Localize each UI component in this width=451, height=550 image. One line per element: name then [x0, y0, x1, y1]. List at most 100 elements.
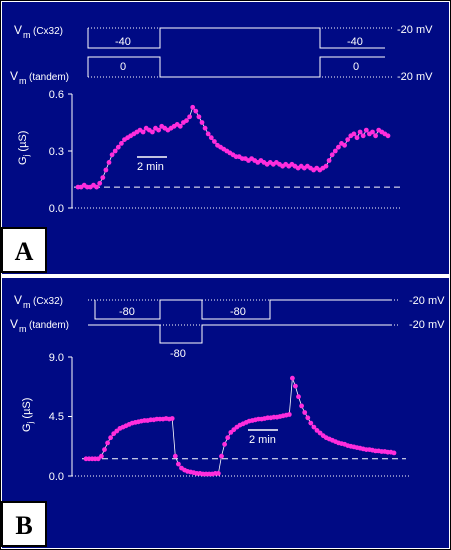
panel-a-label: A: [15, 237, 34, 266]
panel-a-tandem-step1-label: 0: [120, 61, 126, 73]
panel-b-cx32-hold-label: -20 mV: [409, 295, 445, 307]
panel-a-axes: [68, 93, 400, 209]
panel-a-ylabel-sub: j: [22, 154, 31, 157]
panel-a-data-point: [323, 163, 329, 169]
panel-b-data-point: [108, 435, 113, 441]
panel-b-ylabel-unit: (µS): [21, 398, 33, 422]
panel-a-ytick-label-0: 0.0: [49, 203, 64, 215]
panel-b-ytick-label-2: 9.0: [49, 352, 64, 364]
panel-a-data-point: [150, 129, 155, 135]
panel-b-data-point: [172, 453, 178, 459]
panel-b-data-point: [302, 410, 308, 415]
panel-a-data-point: [354, 135, 360, 141]
panel-b-protocol-tandem: [88, 324, 400, 344]
panel-b-background: [2, 278, 449, 548]
panel-a-cx32-hold-label: -20 mV: [397, 24, 433, 36]
panel-b-data-point: [111, 431, 117, 437]
panel-b-cx32-label-main: V: [14, 293, 22, 307]
panel-a-data-point: [212, 139, 217, 144]
panel-a-data-point: [345, 137, 351, 143]
panel-b-cx32-step1-label: -80: [119, 306, 135, 318]
panel-b-protocol-cx32: [88, 299, 400, 320]
panel-a-tandem-label-paren: (tandem): [29, 72, 69, 83]
panel-a-cx32-label-sub: m: [23, 30, 31, 40]
panel-a-data-point: [156, 127, 162, 133]
panel-a-ylabel-unit: (µS): [17, 131, 29, 155]
panel-b-tandem-hold-label: -20 mV: [409, 319, 445, 331]
panel-b-data-point: [293, 383, 298, 389]
panel-a-ylabel-main: G: [17, 156, 29, 165]
panel-a-data-point: [332, 148, 338, 154]
panel-a-data-point: [363, 127, 369, 133]
panel-a: V m (Cx32) -20 mV -40 -40 V m (tandem) -…: [2, 2, 449, 274]
panel-a-scalebar-label: 2 min: [137, 161, 164, 173]
panel-b-cx32-step2-label: -80: [230, 306, 246, 318]
panel-a-data-point: [140, 129, 146, 135]
panel-b-data-point: [286, 412, 292, 417]
panel-a-cx32-label-paren: (Cx32): [33, 26, 63, 37]
panel-a-data-point: [112, 148, 118, 154]
panel-a-data-point: [357, 129, 363, 135]
panel-b-data-point: [216, 471, 221, 476]
panel-b-data-point: [296, 394, 301, 400]
panel-b-label-box: [1, 501, 47, 547]
panel-a-data-point: [205, 131, 211, 137]
panel-b-data-point: [105, 440, 110, 446]
panel-a-data-point: [109, 152, 115, 158]
panel-b-data-point: [225, 435, 231, 441]
panel-a-ytick-label-1: 0.3: [49, 146, 64, 158]
panel-a-data-point: [100, 175, 106, 181]
panel-a-data-point: [208, 135, 214, 141]
panel-b-tandem-step1-label: -80: [170, 348, 186, 360]
panel-b-data-point: [219, 453, 224, 459]
panel-a-data-point: [351, 131, 357, 137]
panel-a-data-point: [184, 118, 189, 123]
panel-b-data-point: [299, 403, 304, 409]
panel-b-data-point: [169, 416, 175, 421]
panel-a-data-point: [97, 180, 103, 186]
panel-a-data-point: [326, 158, 332, 163]
panel-a-data-point: [202, 125, 208, 131]
panel-a-tandem-label-sub: m: [19, 76, 27, 86]
panel-a-data-point: [360, 133, 366, 139]
panel-b-ylabel-sub: j: [26, 421, 35, 424]
panel-b-ylabel-main: G: [21, 423, 33, 432]
panel-b-label: B: [15, 511, 32, 540]
panel-a-protocol-tandem: [87, 56, 392, 78]
panel-a-cx32-step2-label: -40: [347, 36, 363, 48]
panel-b-data-point: [308, 420, 314, 426]
panel-a-data-point: [329, 152, 335, 158]
panel-a-data-point: [177, 123, 183, 129]
panel-a-background: [2, 2, 449, 274]
panel-b-axes: [68, 356, 410, 477]
panel-a-data-point: [342, 142, 347, 148]
panel-b-data-point: [176, 461, 181, 467]
panel-b-tandem-label-main: V: [10, 317, 18, 331]
panel-a-protocol-cx32: [87, 27, 392, 49]
panel-a-data-point: [94, 184, 99, 190]
panel-b: V m (Cx32) -20 mV -80 -80 V m (tandem) -…: [2, 278, 449, 548]
panel-b-data-point: [99, 453, 104, 459]
panel-a-data-point: [199, 120, 205, 125]
panel-b-ylabel: Gj (µS): [21, 398, 35, 432]
panel-a-data-point: [336, 144, 341, 150]
panel-b-plot: [82, 375, 406, 477]
panel-b-cx32-label-paren: (Cx32): [33, 296, 63, 307]
panel-b-ytick-label-1: 4.5: [49, 411, 64, 423]
panel-a-label-box: [1, 227, 47, 273]
panel-a-data-point: [373, 133, 378, 139]
panel-b-data-point: [290, 375, 295, 381]
panel-a-cx32-step1-label: -40: [115, 36, 131, 48]
panel-a-data-point: [370, 129, 375, 135]
panel-a-data-point: [193, 108, 199, 114]
panel-a-tandem-label-main: V: [10, 69, 18, 83]
panel-a-tandem-step2-label: 0: [353, 61, 359, 73]
panel-a-cx32-label-main: V: [14, 23, 22, 37]
panel-a-data-point: [196, 114, 202, 120]
panel-a-data-point: [115, 144, 121, 150]
panel-b-cx32-label-sub: m: [23, 300, 31, 310]
panel-b-data-point: [305, 415, 311, 421]
panel-b-ytick-label-0: 0.0: [49, 471, 64, 483]
panel-a-data-point: [119, 141, 124, 146]
